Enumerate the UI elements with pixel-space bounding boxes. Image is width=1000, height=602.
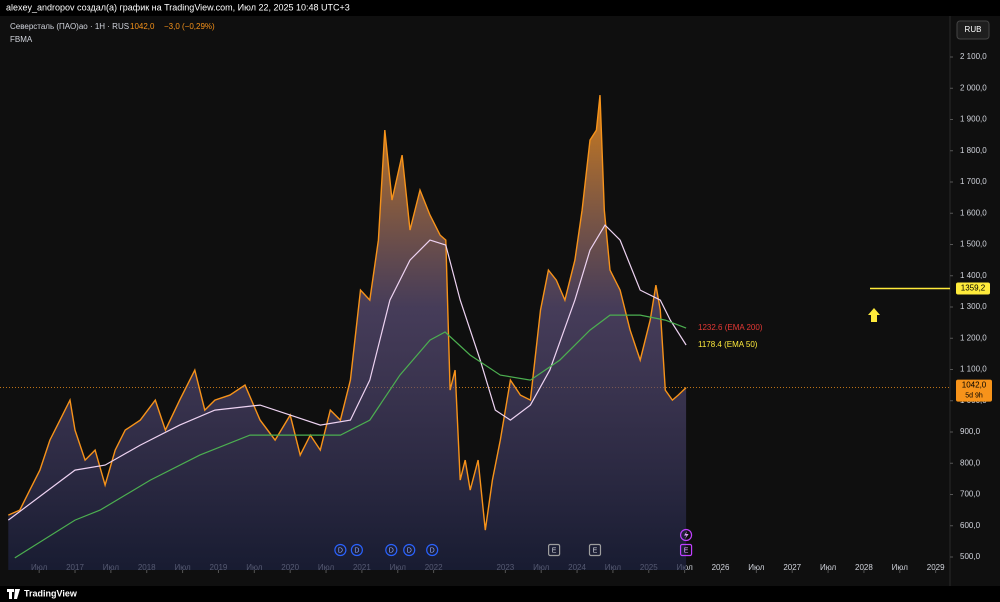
target-label: 1359,2 bbox=[961, 284, 986, 293]
ema-line bbox=[14, 314, 687, 559]
event-label: D bbox=[407, 547, 412, 554]
currency-label: RUB bbox=[965, 25, 982, 34]
price-area bbox=[8, 95, 687, 570]
last-price: 1042,0 bbox=[130, 22, 155, 31]
target-label-box bbox=[956, 282, 990, 295]
top-bar bbox=[0, 0, 1000, 16]
price-line bbox=[8, 95, 687, 531]
symbol: Северсталь (ПАО)ао · 1H · RUS bbox=[10, 22, 129, 31]
x-tick-label: Июл bbox=[820, 563, 837, 572]
price-label: 1042,0 bbox=[962, 381, 987, 390]
x-tick-label: 2028 bbox=[855, 563, 873, 572]
y-tick-label: 800,0 bbox=[960, 458, 981, 467]
y-tick-label: 1 700,0 bbox=[960, 177, 987, 186]
y-tick-label: 700,0 bbox=[960, 490, 981, 499]
target-arrow bbox=[868, 308, 880, 322]
y-tick-label: 1 600,0 bbox=[960, 208, 987, 217]
event-marker bbox=[548, 543, 561, 557]
price-label-box bbox=[956, 379, 992, 402]
brand-logo bbox=[7, 589, 20, 599]
byline: alexey_andropov создал(а) график на Trad… bbox=[6, 2, 350, 12]
x-tick-label: 2027 bbox=[783, 563, 801, 572]
indicator-name: FBMA bbox=[10, 35, 33, 44]
event-label: D bbox=[430, 547, 435, 554]
lightning-icon bbox=[684, 531, 689, 539]
y-tick-label: 1 100,0 bbox=[960, 365, 987, 374]
event-marker bbox=[350, 543, 363, 557]
x-tick-label: 2026 bbox=[712, 563, 730, 572]
event-label: D bbox=[354, 547, 359, 554]
y-tick-label: 1 800,0 bbox=[960, 146, 987, 155]
countdown: 5d 9h bbox=[965, 392, 983, 399]
brand: TradingView bbox=[24, 588, 78, 598]
event-label: D bbox=[338, 547, 343, 554]
ema-line bbox=[7, 224, 687, 521]
event-marker bbox=[334, 543, 347, 557]
price-change: −3,0 (−0,29%) bbox=[164, 22, 215, 31]
y-tick-label: 1 300,0 bbox=[960, 302, 987, 311]
y-tick-label: 2 100,0 bbox=[960, 52, 987, 61]
event-marker bbox=[679, 543, 693, 557]
event-icon bbox=[679, 528, 693, 542]
event-marker bbox=[385, 543, 398, 557]
currency-button[interactable] bbox=[956, 20, 990, 40]
event-marker bbox=[426, 543, 439, 557]
y-tick-label: 900,0 bbox=[960, 427, 981, 436]
event-label: E bbox=[684, 547, 689, 554]
event-marker bbox=[588, 543, 602, 557]
y-tick-label: 1 200,0 bbox=[960, 333, 987, 342]
x-tick-label: Июл bbox=[748, 563, 765, 572]
event-label: D bbox=[389, 547, 394, 554]
ema-label: 1178.4 (EMA 50) bbox=[698, 340, 758, 349]
event-label: E bbox=[552, 547, 557, 554]
ema-label: 1232.6 (EMA 200) bbox=[698, 323, 763, 332]
event-marker bbox=[403, 543, 416, 557]
y-tick-label: 1 400,0 bbox=[960, 271, 987, 280]
bottom-bar bbox=[0, 586, 1000, 602]
event-label: E bbox=[593, 547, 598, 554]
y-tick-label: 500,0 bbox=[960, 552, 981, 561]
y-tick-label: 1 500,0 bbox=[960, 240, 987, 249]
y-tick-label: 2 000,0 bbox=[960, 83, 987, 92]
y-tick-label: 600,0 bbox=[960, 521, 981, 530]
y-tick-label: 1 900,0 bbox=[960, 115, 987, 124]
x-tick-label: 2029 bbox=[927, 563, 945, 572]
x-tick-label: Июл bbox=[892, 563, 909, 572]
